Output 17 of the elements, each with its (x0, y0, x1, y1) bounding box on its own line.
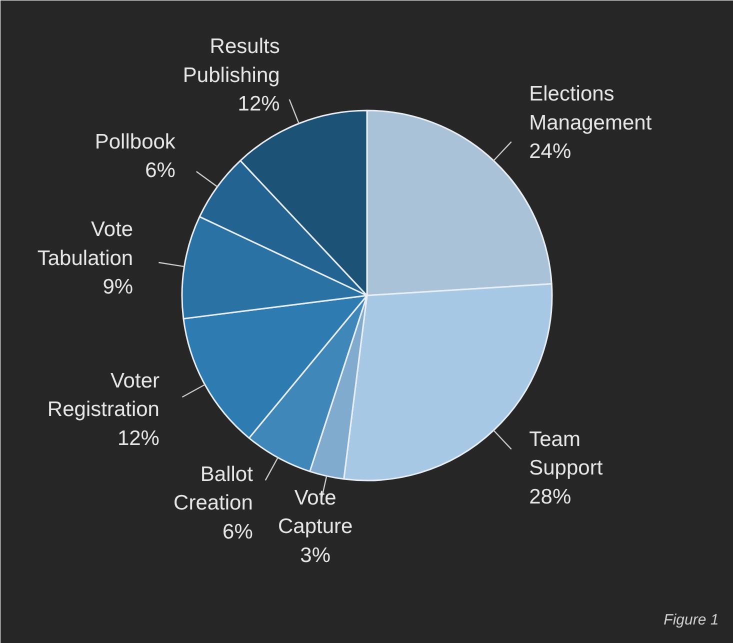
caption: Figure 1 (664, 612, 719, 629)
slice-label: Team Support (529, 428, 603, 480)
data-label: 12% (117, 426, 160, 450)
slice-label: Vote Capture (278, 486, 353, 538)
slice-label: Vote Tabulation (37, 218, 134, 270)
data-label: 24% (529, 140, 572, 164)
data-label: 6% (222, 520, 253, 544)
data-label: 3% (300, 544, 331, 567)
slice-label: Pollbook (94, 130, 176, 154)
slice-label: Ballot Creation (174, 462, 254, 515)
slice-label: Elections Management (529, 82, 652, 134)
data-label: 6% (145, 159, 176, 182)
slice-label: Results Publishing (182, 35, 280, 87)
data-label: 12% (238, 92, 280, 116)
data-label: 28% (529, 485, 572, 508)
slice-label: Voter Registration (47, 369, 160, 422)
data-label: 9% (102, 276, 134, 299)
